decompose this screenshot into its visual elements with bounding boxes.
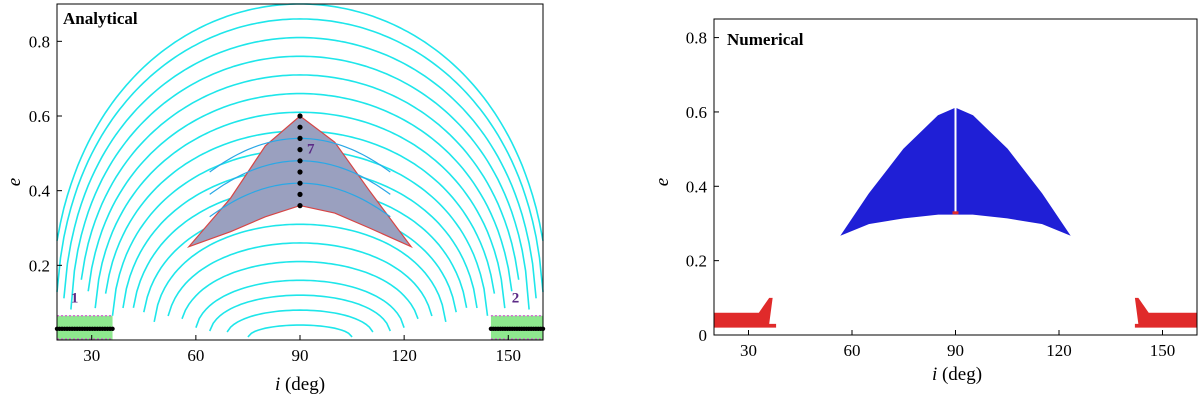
numerical-x-tick-label: 150	[1150, 341, 1176, 360]
equilibrium-point	[297, 191, 303, 197]
contour-line	[87, 92, 513, 292]
left-point	[110, 326, 115, 331]
red-tick-at-gap	[952, 211, 959, 215]
contour-line	[247, 324, 353, 338]
numerical-ticks: 30 60 90 120 150 0 0.2 0.4 0.6 0.8	[686, 29, 1176, 360]
contour-line	[80, 74, 520, 280]
numerical-y-tick-label: 0.6	[686, 103, 707, 122]
analytical-y-tick-label: 0.6	[29, 107, 50, 126]
analytical-x-axis-label-var: i	[275, 374, 280, 395]
numerical-title: Numerical	[727, 30, 804, 49]
numerical-y-tick-label: 0.8	[686, 29, 707, 48]
equilibrium-point	[297, 135, 303, 141]
analytical-x-axis-label-unit: (deg)	[280, 374, 325, 395]
analytical-x-axis-label: i (deg)	[275, 374, 325, 395]
contour-line	[94, 111, 506, 309]
contour-line	[208, 294, 392, 332]
contour-line	[63, 36, 537, 299]
analytical-ticks: 30 60 90 120 150 0.2 0.4 0.6 0.8	[29, 32, 521, 365]
numerical-x-tick-label: 60	[844, 341, 861, 360]
contour-line	[195, 279, 405, 328]
analytical-plot-area: 7 1 2	[54, 3, 546, 340]
numerical-x-axis-label-var: i	[932, 364, 937, 385]
analytical-y-tick-label: 0.2	[29, 256, 50, 275]
equilibrium-point	[297, 147, 303, 153]
contour-line	[181, 260, 419, 320]
equilibrium-point	[297, 113, 303, 119]
equilibrium-point	[297, 203, 303, 209]
numerical-y-tick-label: 0.4	[686, 177, 708, 196]
analytical-y-tick-label: 0.4	[29, 182, 51, 201]
equilibrium-point	[297, 169, 303, 175]
equilibrium-point	[297, 124, 303, 130]
region-label: 2	[512, 291, 520, 307]
contour-line	[153, 223, 447, 323]
equilibrium-point	[297, 158, 303, 164]
analytical-x-tick-label: 90	[292, 346, 309, 365]
numerical-y-axis-label: e	[652, 178, 673, 186]
unstable-region-red-right	[1134, 297, 1197, 328]
region-label: 7	[307, 141, 315, 157]
numerical-x-axis-label-unit: (deg)	[937, 364, 982, 385]
numerical-x-tick-label: 90	[947, 341, 964, 360]
numerical-x-tick-label: 30	[740, 341, 757, 360]
analytical-x-tick-label: 150	[496, 346, 522, 365]
contour-line	[143, 204, 457, 313]
unstable-region-red-left	[714, 297, 777, 328]
contour-line	[226, 309, 374, 333]
analytical-y-axis-label: e	[4, 178, 25, 186]
region-label: 1	[71, 291, 79, 307]
numerical-plot-area	[714, 106, 1197, 328]
equilibrium-point	[297, 180, 303, 186]
contour-line	[70, 55, 530, 310]
analytical-y-tick-label: 0.8	[29, 32, 50, 51]
contour-line	[56, 18, 544, 293]
numerical-x-tick-label: 120	[1046, 341, 1072, 360]
analytical-title: Analytical	[63, 9, 138, 28]
analytical-x-tick-label: 120	[391, 346, 417, 365]
numerical-x-axis-label: i (deg)	[932, 364, 982, 385]
numerical-plot: 30 60 90 120 150 0 0.2 0.4 0.6 0.8 Numerical i (d…	[652, 18, 1198, 385]
analytical-x-tick-label: 30	[83, 346, 100, 365]
analytical-x-tick-label: 60	[187, 346, 204, 365]
numerical-y-tick-label: 0	[699, 326, 708, 345]
contour-line	[167, 242, 433, 317]
numerical-y-tick-label: 0.2	[686, 252, 707, 271]
